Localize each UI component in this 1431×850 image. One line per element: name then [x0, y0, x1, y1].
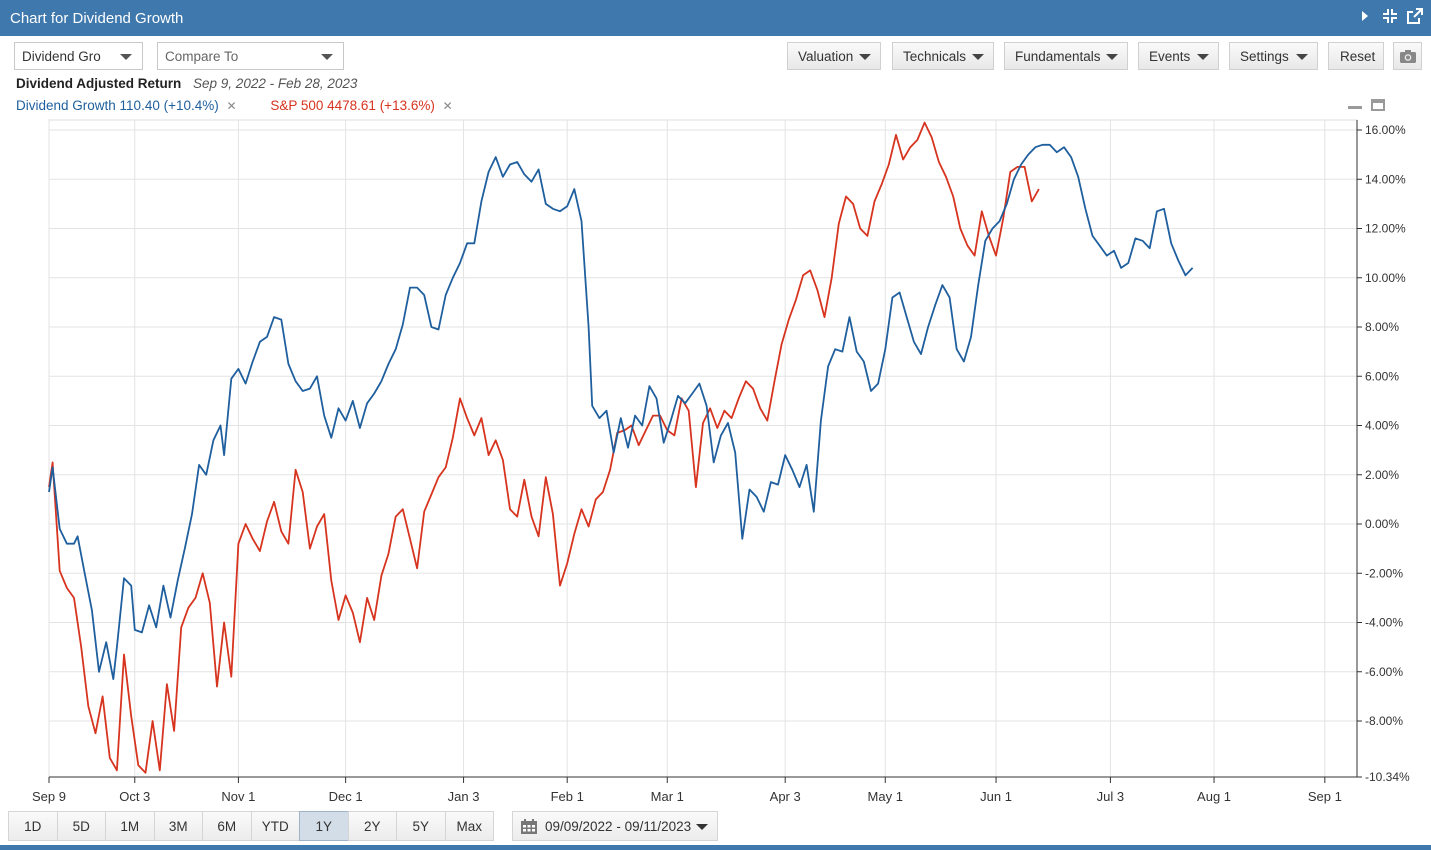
chevron-down-icon — [1106, 54, 1118, 60]
calendar-icon — [521, 819, 537, 834]
events-button[interactable]: Events — [1138, 42, 1219, 70]
y-tick-label: 10.00% — [1365, 271, 1406, 285]
y-tick-label: 4.00% — [1365, 419, 1399, 433]
x-tick-label: Mar 1 — [651, 789, 684, 804]
range-selector: 1D 5D 1M 3M 6M YTD 1Y 2Y 5Y Max — [8, 811, 494, 841]
x-axis: Sep 9 Oct 3 Nov 1 Dec 1 Jan 3 Feb 1 Mar 1 Apr 3… — [32, 776, 1357, 804]
range-5y-button[interactable]: 5Y — [396, 811, 446, 841]
range-1d-button[interactable]: 1D — [8, 811, 58, 841]
y-tick-label: -6.00% — [1365, 665, 1403, 679]
series-line-s-p-500[interactable] — [48, 121, 1040, 774]
range-3m-button[interactable]: 3M — [153, 811, 203, 841]
maximize-icon[interactable] — [1371, 99, 1385, 111]
fundamentals-label: Fundamentals — [1015, 49, 1101, 64]
x-tick-label: May 1 — [868, 789, 903, 804]
range-2y-button[interactable]: 2Y — [347, 811, 397, 841]
fundamentals-button[interactable]: Fundamentals — [1004, 42, 1128, 70]
remove-sp500-icon[interactable]: ✕ — [442, 99, 453, 113]
window-title-bar: Chart for Dividend Growth — [0, 0, 1431, 36]
x-tick-label: Jun 1 — [980, 789, 1012, 804]
window-title: Chart for Dividend Growth — [10, 10, 184, 27]
technicals-button[interactable]: Technicals — [892, 42, 994, 70]
valuation-label: Valuation — [798, 49, 854, 64]
date-range-value: 09/09/2022 - 09/11/2023 — [545, 819, 692, 834]
settings-label: Settings — [1240, 49, 1289, 64]
chevron-down-icon — [120, 54, 132, 60]
popout-icon[interactable] — [1407, 8, 1423, 24]
screenshot-button[interactable] — [1393, 42, 1422, 70]
y-tick-label: 6.00% — [1365, 369, 1399, 383]
settings-button[interactable]: Settings — [1229, 42, 1318, 70]
compare-to-select[interactable]: Compare To — [157, 42, 344, 70]
remove-dividend-growth-icon[interactable]: ✕ — [226, 99, 237, 113]
chevron-down-icon — [696, 824, 708, 830]
camera-icon — [1400, 50, 1416, 63]
y-axis: 16.00% 14.00% 12.00% 10.00% 8.00% 6.00% 4.00% 2… — [1356, 120, 1410, 784]
line-chart[interactable]: 16.00% 14.00% 12.00% 10.00% 8.00% 6.00% 4.00% 2… — [0, 110, 1431, 810]
chart-heading-dates: Sep 9, 2022 - Feb 28, 2023 — [193, 76, 358, 91]
valuation-button[interactable]: Valuation — [787, 42, 881, 70]
symbol-select[interactable]: Dividend Gro — [14, 42, 143, 70]
x-tick-label: Sep 9 — [32, 789, 66, 804]
date-range-picker[interactable]: 09/09/2022 - 09/11/2023 — [512, 811, 718, 841]
y-tick-label: -4.00% — [1365, 616, 1403, 630]
range-5d-button[interactable]: 5D — [56, 811, 106, 841]
x-tick-label: Jan 3 — [448, 789, 480, 804]
series-legend: Dividend Growth 110.40 (+10.4%) ✕ S&P 50… — [16, 98, 453, 113]
minimize-icon[interactable] — [1348, 106, 1362, 109]
y-tick-label: 0.00% — [1365, 517, 1399, 531]
x-tick-label: Apr 3 — [770, 789, 801, 804]
range-1y-button[interactable]: 1Y — [299, 811, 349, 841]
y-tick-label: 16.00% — [1365, 123, 1406, 137]
series-lines — [48, 121, 1194, 774]
range-ytd-button[interactable]: YTD — [250, 811, 300, 841]
chevron-down-icon — [1296, 54, 1308, 60]
bottom-border — [0, 845, 1431, 850]
x-tick-label: Nov 1 — [221, 789, 255, 804]
events-label: Events — [1149, 49, 1191, 64]
y-tick-label: -8.00% — [1365, 714, 1403, 728]
y-tick-label: 2.00% — [1365, 468, 1399, 482]
legend-sp500: S&P 500 4478.61 (+13.6%) — [270, 98, 435, 113]
chevron-down-icon — [1197, 54, 1209, 60]
chevron-down-icon — [972, 54, 984, 60]
chart-container: 16.00% 14.00% 12.00% 10.00% 8.00% 6.00% 4.00% 2… — [0, 110, 1431, 813]
plot-frame — [48, 119, 1358, 778]
range-6m-button[interactable]: 6M — [202, 811, 252, 841]
y-tick-label: 8.00% — [1365, 320, 1399, 334]
technicals-label: Technicals — [903, 49, 967, 64]
x-tick-label: Feb 1 — [551, 789, 584, 804]
range-max-button[interactable]: Max — [444, 811, 494, 841]
chevron-down-icon — [321, 54, 333, 60]
collapse-icon[interactable] — [1382, 8, 1398, 24]
chart-heading: Dividend Adjusted Return Sep 9, 2022 - F… — [16, 76, 357, 91]
range-1m-button[interactable]: 1M — [105, 811, 155, 841]
chart-toolbar: Dividend Gro Compare To Valuation Techni… — [0, 42, 1431, 70]
grid-lines — [48, 119, 1358, 778]
panel-controls — [1348, 98, 1388, 117]
x-tick-label: Oct 3 — [119, 789, 150, 804]
x-tick-label: Dec 1 — [329, 789, 363, 804]
x-tick-label: Jul 3 — [1097, 789, 1124, 804]
series-line-dividend-growth[interactable] — [48, 143, 1194, 680]
x-tick-label: Aug 1 — [1197, 789, 1231, 804]
chevron-down-icon — [859, 54, 871, 60]
y-tick-label: -2.00% — [1365, 566, 1403, 580]
chart-heading-title: Dividend Adjusted Return — [16, 76, 182, 91]
y-tick-label: 14.00% — [1365, 172, 1406, 186]
compare-to-placeholder: Compare To — [165, 49, 239, 64]
legend-dividend-growth: Dividend Growth 110.40 (+10.4%) — [16, 98, 219, 113]
x-tick-label: Sep 1 — [1308, 789, 1342, 804]
play-icon[interactable] — [1357, 8, 1373, 24]
symbol-select-value: Dividend Gro — [22, 49, 101, 64]
y-tick-label: 12.00% — [1365, 222, 1406, 236]
reset-button[interactable]: Reset — [1328, 42, 1384, 70]
y-tick-label: -10.34% — [1365, 770, 1410, 784]
